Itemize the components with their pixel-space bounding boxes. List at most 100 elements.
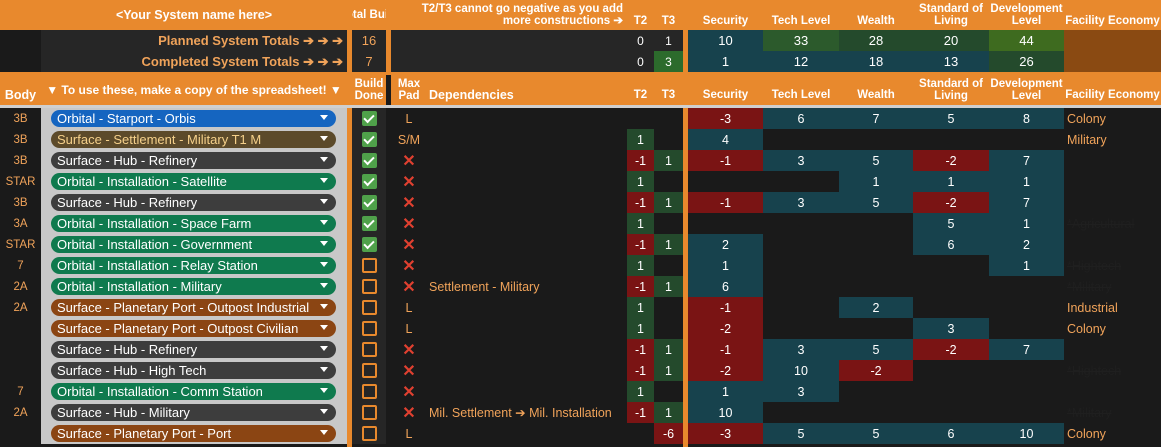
- table-row: 7 Orbital - Installation - Comm Station ✕ 1…: [0, 381, 1161, 402]
- facility-dropdown[interactable]: Surface - Hub - Refinery: [51, 194, 336, 211]
- wealth-header: Wealth: [839, 0, 913, 30]
- col-divider-3: [683, 0, 688, 447]
- build-done-checkbox[interactable]: [361, 195, 377, 210]
- sol-cell: 6: [913, 234, 989, 255]
- wealth-cell: [839, 213, 913, 234]
- build-done-checkbox[interactable]: [361, 300, 377, 315]
- col-divider-1: [347, 0, 352, 447]
- build-done-checkbox[interactable]: [361, 153, 377, 168]
- t2-cell: 1: [627, 255, 654, 276]
- build-done-checkbox[interactable]: [361, 174, 377, 189]
- sol-cell: [913, 360, 989, 381]
- dependencies-cell: [427, 339, 627, 360]
- build-done-cell: [352, 360, 386, 381]
- facility-dropdown[interactable]: Orbital - Installation - Government: [51, 236, 336, 253]
- sol-cell: -2: [913, 150, 989, 171]
- build-done-checkbox[interactable]: [361, 258, 377, 273]
- build-done-checkbox[interactable]: [361, 405, 377, 420]
- facility-dropdown[interactable]: Orbital - Installation - Satellite: [51, 173, 336, 190]
- t3-cell: 1: [654, 402, 683, 423]
- build-done-checkbox[interactable]: [361, 363, 377, 378]
- max-pad-cell: ✕: [391, 360, 427, 381]
- planned-totals-label: Planned System Totals ➔ ➔ ➔: [41, 30, 347, 51]
- t3-cell: 1: [654, 192, 683, 213]
- body-cell: [0, 318, 41, 339]
- planned-t2: 0: [627, 30, 654, 51]
- facility-dropdown[interactable]: Orbital - Installation - Comm Station: [51, 383, 336, 400]
- wealth-cell: 2: [839, 297, 913, 318]
- completed-totals-label: Completed System Totals ➔ ➔ ➔: [41, 51, 347, 72]
- build-done-checkbox[interactable]: [361, 237, 377, 252]
- t2-cell: 1: [627, 213, 654, 234]
- facility-dropdown[interactable]: Surface - Hub - Military: [51, 404, 336, 421]
- build-done-checkbox[interactable]: [361, 132, 377, 147]
- body-cell: 7: [17, 259, 24, 272]
- facility-dropdown-label: Surface - Planetary Port - Outpost Indus…: [57, 300, 310, 315]
- t2-cell: 1: [627, 381, 654, 402]
- build-done-cell: [352, 213, 386, 234]
- build-done-checkbox[interactable]: [361, 216, 377, 231]
- max-pad-value: L: [405, 321, 413, 336]
- cross-icon: ✕: [402, 257, 416, 275]
- build-done-checkbox[interactable]: [361, 279, 377, 294]
- chevron-down-icon: [320, 241, 328, 246]
- facility-dropdown[interactable]: Surface - Planetary Port - Outpost Indus…: [51, 299, 336, 316]
- facility-dropdown[interactable]: Orbital - Installation - Space Farm: [51, 215, 336, 232]
- cross-icon: ✕: [402, 341, 416, 359]
- facility-dropdown[interactable]: Surface - Planetary Port - Outpost Civil…: [51, 320, 336, 337]
- facility-dropdown[interactable]: Surface - Settlement - Military T1 M: [51, 131, 336, 148]
- system-name-header[interactable]: <Your System name here>: [41, 0, 347, 30]
- facility-dropdown-label: Surface - Hub - Refinery: [57, 153, 198, 168]
- dev-level-cell: 1: [989, 213, 1064, 234]
- dependencies-cell: [427, 423, 627, 444]
- wealth-cell: 1: [839, 171, 913, 192]
- build-done-checkbox[interactable]: [361, 384, 377, 399]
- sol-cell: [913, 276, 989, 297]
- facility-economy-header: Facility Economy: [1064, 0, 1161, 30]
- t2-cell: 1: [627, 129, 654, 150]
- dependencies-cell: [427, 234, 627, 255]
- facility-dropdown[interactable]: Surface - Hub - High Tech: [51, 362, 336, 379]
- build-done-checkbox[interactable]: [361, 321, 377, 336]
- wealth-cell: [839, 318, 913, 339]
- table-row: STAR Orbital - Installation - Satellite ✕ 1…: [0, 171, 1161, 192]
- facility-dropdown[interactable]: Orbital - Installation - Relay Station: [51, 257, 336, 274]
- build-done-checkbox[interactable]: [361, 426, 377, 441]
- facility-dropdown-label: Orbital - Installation - Comm Station: [57, 384, 263, 399]
- facility-dropdown[interactable]: Surface - Hub - Refinery: [51, 341, 336, 358]
- completed-blank: [0, 51, 41, 72]
- t3-cell: [654, 213, 683, 234]
- planned-blank: [0, 30, 41, 51]
- planned-t3: 1: [654, 30, 683, 51]
- facility-dropdown[interactable]: Orbital - Starport - Orbis: [51, 110, 336, 127]
- completed-dev: 26: [989, 51, 1064, 72]
- t3-cell: [654, 297, 683, 318]
- facility-dropdown[interactable]: Surface - Hub - Refinery: [51, 152, 336, 169]
- security-cell: [688, 213, 763, 234]
- max-pad-value: L: [405, 300, 413, 315]
- build-done-cell: [352, 129, 386, 150]
- completed-total-build: 7: [352, 51, 386, 72]
- facility-economy-cell: Colony: [1067, 111, 1106, 126]
- t2-cell: -1: [627, 339, 654, 360]
- sub-security-header: Security: [688, 75, 763, 105]
- max-pad-value: L: [405, 426, 413, 441]
- t2-cell: -1: [627, 234, 654, 255]
- chevron-down-icon: [320, 199, 328, 204]
- dev-level-cell: 2: [989, 234, 1064, 255]
- body-cell: 3A: [13, 217, 28, 230]
- build-done-checkbox[interactable]: [361, 342, 377, 357]
- facility-dropdown-label: Orbital - Installation - Satellite: [57, 174, 227, 189]
- wealth-cell: 5: [839, 423, 913, 444]
- dependencies-cell: [427, 318, 627, 339]
- t2-header: T2: [627, 0, 654, 30]
- build-done-checkbox[interactable]: [361, 111, 377, 126]
- facility-dropdown[interactable]: Orbital - Installation - Military: [51, 278, 336, 295]
- security-header: Security: [688, 0, 763, 30]
- build-done-cell: [352, 234, 386, 255]
- planned-sol: 20: [913, 30, 989, 51]
- build-done-cell: [352, 255, 386, 276]
- facility-economy-cell: [1064, 381, 1161, 402]
- facility-dropdown[interactable]: Surface - Planetary Port - Port: [51, 425, 336, 442]
